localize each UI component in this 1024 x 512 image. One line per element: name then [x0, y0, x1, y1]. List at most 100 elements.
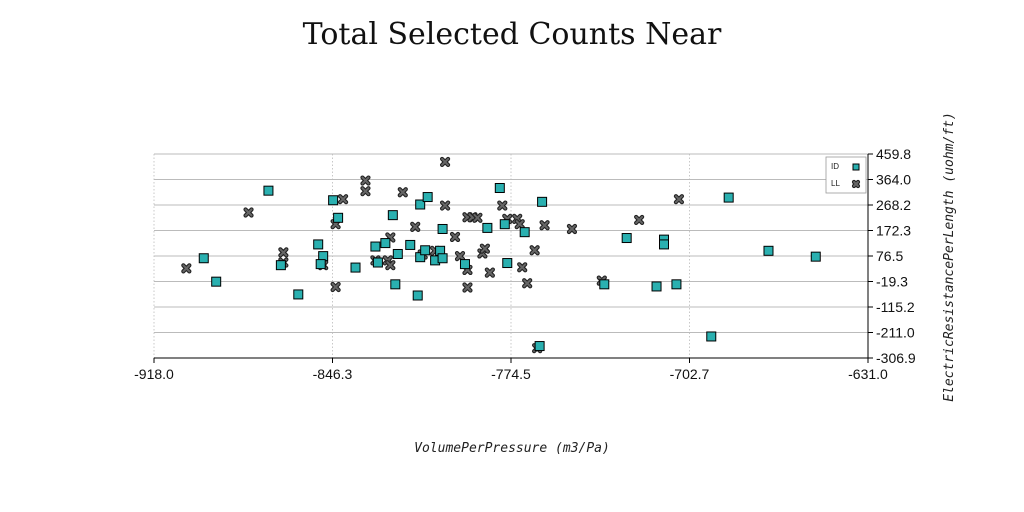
data-point-ll [385, 260, 396, 271]
marker-fill [279, 248, 288, 257]
data-point-id [437, 253, 448, 264]
data-point-id [437, 223, 448, 234]
data-point-id [198, 253, 209, 264]
data-point-id [502, 258, 513, 269]
legend: ID LL [825, 156, 867, 194]
marker-fill [515, 220, 524, 229]
marker-fill [498, 201, 507, 210]
marker-fill [331, 282, 340, 291]
data-point-ll [410, 221, 421, 232]
x-tick-label: -918.0 [134, 366, 174, 382]
data-point-id [420, 245, 431, 256]
data-point-id [519, 227, 530, 238]
data-point-id [263, 185, 274, 196]
x-tick-label: -846.3 [313, 366, 353, 382]
data-point-ll [472, 212, 483, 223]
data-point-id [763, 245, 774, 256]
data-point-id [459, 259, 470, 270]
y-tick-label: -115.2 [876, 299, 915, 315]
marker-fill [853, 181, 859, 187]
marker-fill [473, 213, 482, 222]
data-point-ll [529, 245, 540, 256]
data-point-ll [514, 219, 525, 230]
marker-fill [451, 232, 460, 241]
data-point-id [499, 219, 510, 230]
x-axis-label: VolumePerPressure (m3/Pa) [414, 441, 610, 456]
data-point-ll [439, 200, 451, 211]
data-point-ll [479, 243, 490, 254]
marker-fill [361, 187, 370, 196]
marker-fill [540, 221, 549, 230]
data-point-id [534, 341, 545, 352]
data-point-id [621, 233, 632, 244]
marker-fill [635, 215, 644, 224]
data-point-id [350, 262, 361, 273]
y-axis-label: ElectricResistancePerLength (uohm/ft) [942, 112, 957, 402]
chart-title: Total Selected Counts Near [303, 17, 722, 52]
data-point-id [275, 260, 286, 271]
data-point-id [333, 212, 344, 223]
data-point-id [415, 199, 426, 210]
data-point-ll [181, 263, 192, 274]
data-point-id [315, 259, 326, 270]
data-point-ll [330, 281, 341, 293]
marker-fill [182, 264, 191, 273]
data-point-ll [497, 200, 508, 211]
data-point-id [211, 276, 222, 287]
data-point-ll [566, 223, 578, 235]
marker-fill [523, 279, 532, 288]
marker-fill [398, 188, 407, 197]
y-tick-label: 172.3 [876, 223, 911, 239]
marker-fill [361, 176, 370, 185]
marker-fill [244, 208, 253, 217]
legend-label-ll: LL [831, 179, 840, 188]
legend-marker-id [852, 163, 860, 171]
data-point-id [392, 248, 403, 259]
marker-fill [485, 268, 494, 277]
marker-fill [441, 157, 450, 166]
y-tick-label: 268.2 [876, 197, 911, 213]
y-tick-label: 459.8 [876, 146, 911, 162]
data-point-ll [462, 282, 473, 293]
data-point-id [723, 192, 734, 203]
marker-fill [567, 224, 576, 233]
data-point-ll [454, 251, 466, 262]
data-point-ll [337, 194, 349, 205]
data-point-ll [634, 214, 645, 226]
data-point-id [405, 239, 416, 250]
legend-label-id: ID [831, 162, 839, 171]
data-point-id [313, 239, 324, 250]
marker-fill [441, 201, 450, 210]
marker-fill [456, 252, 464, 261]
marker-fill [518, 263, 527, 272]
y-tick-label: -211.0 [876, 325, 915, 341]
data-point-id [380, 238, 391, 249]
legend-marker-ll [851, 179, 861, 189]
grid [153, 153, 869, 359]
x-tick-label: -774.5 [491, 366, 531, 382]
marker-fill [674, 195, 683, 204]
data-point-id [328, 195, 339, 206]
data-point-ll [517, 262, 528, 273]
x-tick-label: -702.7 [670, 366, 710, 382]
marker-fill [386, 261, 395, 270]
data-point-ll [439, 156, 451, 168]
data-point-id [422, 192, 433, 203]
data-point-id [372, 257, 383, 268]
data-point-ll [522, 278, 533, 289]
data-point-id [293, 289, 304, 300]
data-point-id [706, 331, 717, 342]
data-point-id [494, 183, 505, 194]
data-point-ll [360, 175, 371, 186]
data-point-id [370, 241, 381, 252]
data-point-ll [539, 220, 550, 231]
data-point-id [810, 251, 821, 262]
data-point-ll [278, 247, 289, 258]
data-point-id [412, 290, 423, 301]
data-point-id [659, 239, 669, 250]
y-tick-label: -19.3 [876, 274, 908, 290]
data-point-ll [360, 186, 371, 197]
marker-fill [530, 246, 539, 255]
y-tick-label: 364.0 [876, 172, 911, 188]
